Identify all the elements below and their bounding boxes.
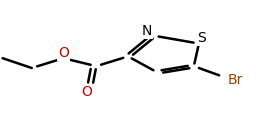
Text: O: O <box>58 46 69 60</box>
Text: S: S <box>197 31 206 45</box>
Text: N: N <box>142 24 152 38</box>
Text: Br: Br <box>228 73 243 87</box>
Text: O: O <box>81 86 92 100</box>
